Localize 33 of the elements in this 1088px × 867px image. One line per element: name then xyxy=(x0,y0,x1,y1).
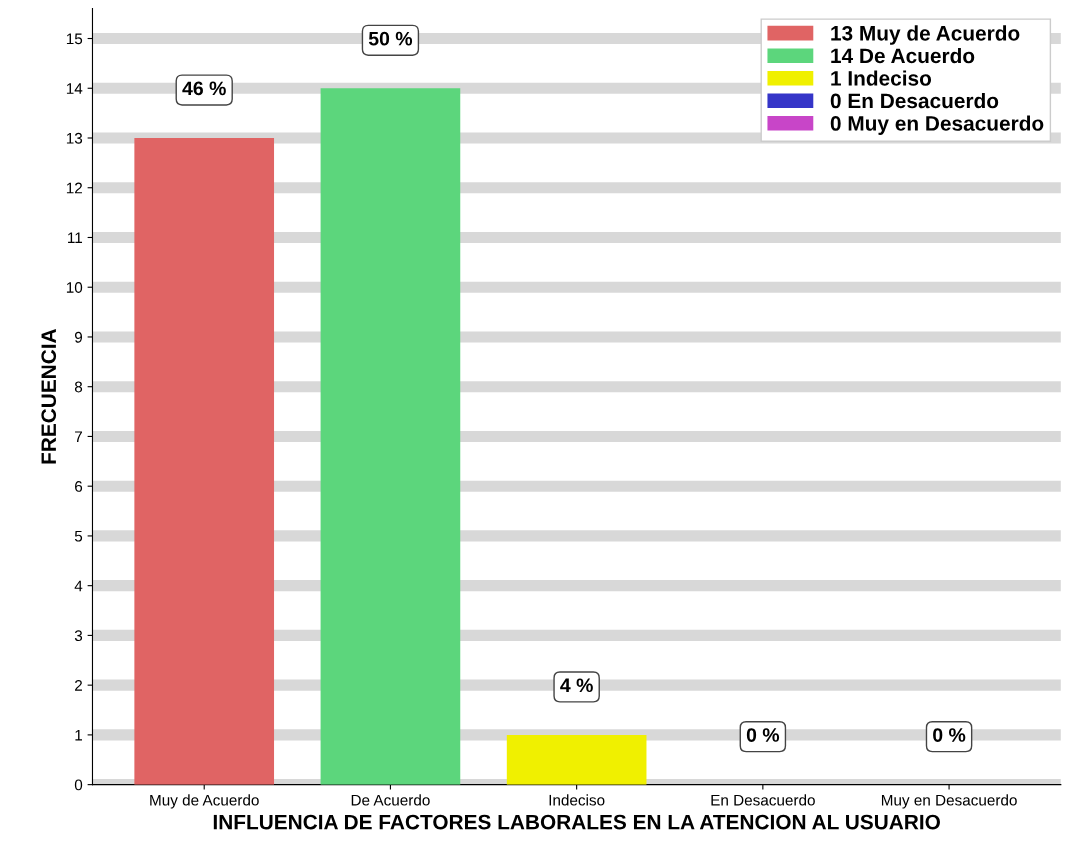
y-tick-label: 10 xyxy=(66,282,83,293)
y-axis-title: FRECUENCIA xyxy=(41,328,57,464)
annotation: 0 % xyxy=(933,728,966,742)
x-tick-label: Muy de Acuerdo xyxy=(150,794,259,809)
annotation: 46 % xyxy=(182,81,226,96)
x-tick-label: De Acuerdo xyxy=(351,794,430,806)
y-tick-label: 7 xyxy=(75,431,82,442)
y-tick-label: 3 xyxy=(74,630,83,642)
y-tick-label: 5 xyxy=(74,530,83,542)
y-tick-label: 11 xyxy=(68,232,83,244)
y-tick-label: 9 xyxy=(74,331,83,343)
legend-label: 0 Muy en Desacuerdo xyxy=(830,115,1044,135)
y-tick-label: 8 xyxy=(74,381,83,393)
annotation: 4 % xyxy=(560,678,593,693)
y-tick-label: 2 xyxy=(75,680,82,691)
x-tick-label: En Desacuerdo xyxy=(711,794,815,806)
legend-label: 13 Muy de Acuerdo xyxy=(831,25,1020,45)
y-tick-label: 0 xyxy=(74,779,83,791)
y-tick-label: 1 xyxy=(75,729,83,741)
y-tick-label: 14 xyxy=(66,83,83,94)
legend-label: 14 De Acuerdo xyxy=(831,47,975,64)
legend-label: 0 En Desacuerdo xyxy=(830,92,999,109)
y-tick-label: 13 xyxy=(66,132,83,144)
y-tick-label: 15 xyxy=(66,33,83,45)
x-tick-label: Muy en Desacuerdo xyxy=(881,794,1017,809)
x-axis-title: INFLUENCIA DE FACTORES LABORALES EN LA ATENCION AL USUARIO xyxy=(213,814,940,830)
legend-label: 1 Indeciso xyxy=(831,70,932,86)
y-tick-label: 4 xyxy=(74,580,83,592)
y-tick-label: 6 xyxy=(75,481,83,492)
x-tick-label: Indeciso xyxy=(549,794,605,806)
y-tick-label: 12 xyxy=(66,182,82,194)
annotation: 50 % xyxy=(368,31,413,46)
annotation: 0 % xyxy=(746,728,780,742)
